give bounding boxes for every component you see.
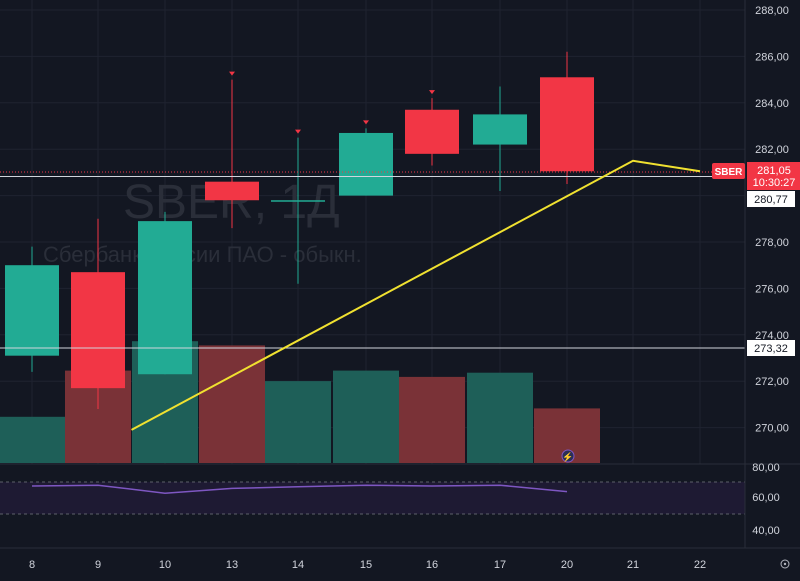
last-price-value: 281,05 [757, 165, 791, 177]
candle-body [5, 265, 59, 356]
signal-marker [229, 71, 235, 76]
candle[interactable] [540, 51, 594, 184]
price-axis[interactable]: 288,00286,00284,00282,00280,00278,00276,… [755, 5, 789, 435]
price-tick-label: 274,00 [755, 330, 789, 342]
rsi-band [0, 482, 745, 514]
time-tick-label: 21 [627, 559, 639, 571]
volume-bar [265, 381, 331, 463]
line-price-upper-value: 280,77 [754, 194, 788, 206]
time-axis[interactable]: 8 9 10 13 14 15 16 17 20 21 22 [29, 559, 706, 571]
candle[interactable] [71, 218, 125, 410]
price-tick-label: 270,00 [755, 423, 789, 435]
price-tick-label: 288,00 [755, 5, 789, 17]
candle-body [540, 77, 594, 172]
candles[interactable] [5, 51, 594, 410]
time-tick-label: 15 [360, 559, 372, 571]
svg-text:⚡: ⚡ [562, 451, 573, 463]
signal-markers [229, 71, 435, 134]
rsi-tick-label: 60,00 [752, 492, 780, 504]
price-tick-label: 286,00 [755, 51, 789, 63]
candle[interactable] [339, 128, 393, 196]
volume-bar [333, 370, 399, 463]
candle-body [339, 132, 393, 196]
watermark-name: Сбербанк России ПАО - обыкн. [43, 242, 362, 267]
candle-body [71, 272, 125, 389]
time-tick-label: 22 [694, 559, 706, 571]
time-tick-label: 16 [426, 559, 438, 571]
volume-bar [0, 416, 65, 463]
volume-bar [467, 372, 533, 463]
rsi-tick-label: 80,00 [752, 462, 780, 474]
time-tick-label: 9 [95, 559, 101, 571]
signal-marker [363, 120, 369, 125]
candle[interactable] [205, 79, 259, 229]
signal-marker [429, 90, 435, 95]
time-tick-label: 17 [494, 559, 506, 571]
price-tick-label: 284,00 [755, 98, 789, 110]
trend-line[interactable] [131, 159, 701, 431]
time-tick-label: 8 [29, 559, 35, 571]
rsi-line[interactable] [31, 484, 568, 494]
rsi-axis[interactable]: 80,00 60,00 40,00 [752, 462, 780, 537]
candle[interactable] [271, 137, 325, 284]
time-tick-label: 20 [561, 559, 573, 571]
volume-icon[interactable]: ⚡ [561, 449, 575, 463]
candle-body [271, 200, 325, 202]
time-tick-label: 10 [159, 559, 171, 571]
rsi-tick-label: 40,00 [752, 525, 780, 537]
price-tick-label: 282,00 [755, 144, 789, 156]
candle[interactable] [5, 246, 59, 372]
volume-bar [399, 376, 465, 463]
candle-body [138, 221, 192, 375]
price-tick-label: 276,00 [755, 283, 789, 295]
line-price-lower-value: 273,32 [754, 343, 788, 355]
candle[interactable] [405, 98, 459, 166]
symbol-badge-label: SBER [715, 167, 744, 178]
candle[interactable] [473, 86, 527, 191]
candle-body [405, 109, 459, 154]
candle[interactable] [138, 211, 192, 375]
price-tick-label: 272,00 [755, 376, 789, 388]
line-price-badge-upper[interactable]: 280,77 [747, 191, 795, 207]
last-price-badge[interactable]: 281,05 10:30:27 [747, 162, 800, 190]
price-tick-label: 278,00 [755, 237, 789, 249]
bar-countdown: 10:30:27 [753, 177, 796, 189]
candle-body [205, 181, 259, 201]
symbol-badge[interactable]: SBER [712, 163, 745, 179]
time-tick-label: 14 [292, 559, 304, 571]
time-tick-label: 13 [226, 559, 238, 571]
line-price-badge-lower[interactable]: 273,32 [747, 340, 795, 356]
settings-icon[interactable] [780, 559, 790, 569]
signal-marker [295, 129, 301, 134]
candle-body [473, 114, 527, 145]
